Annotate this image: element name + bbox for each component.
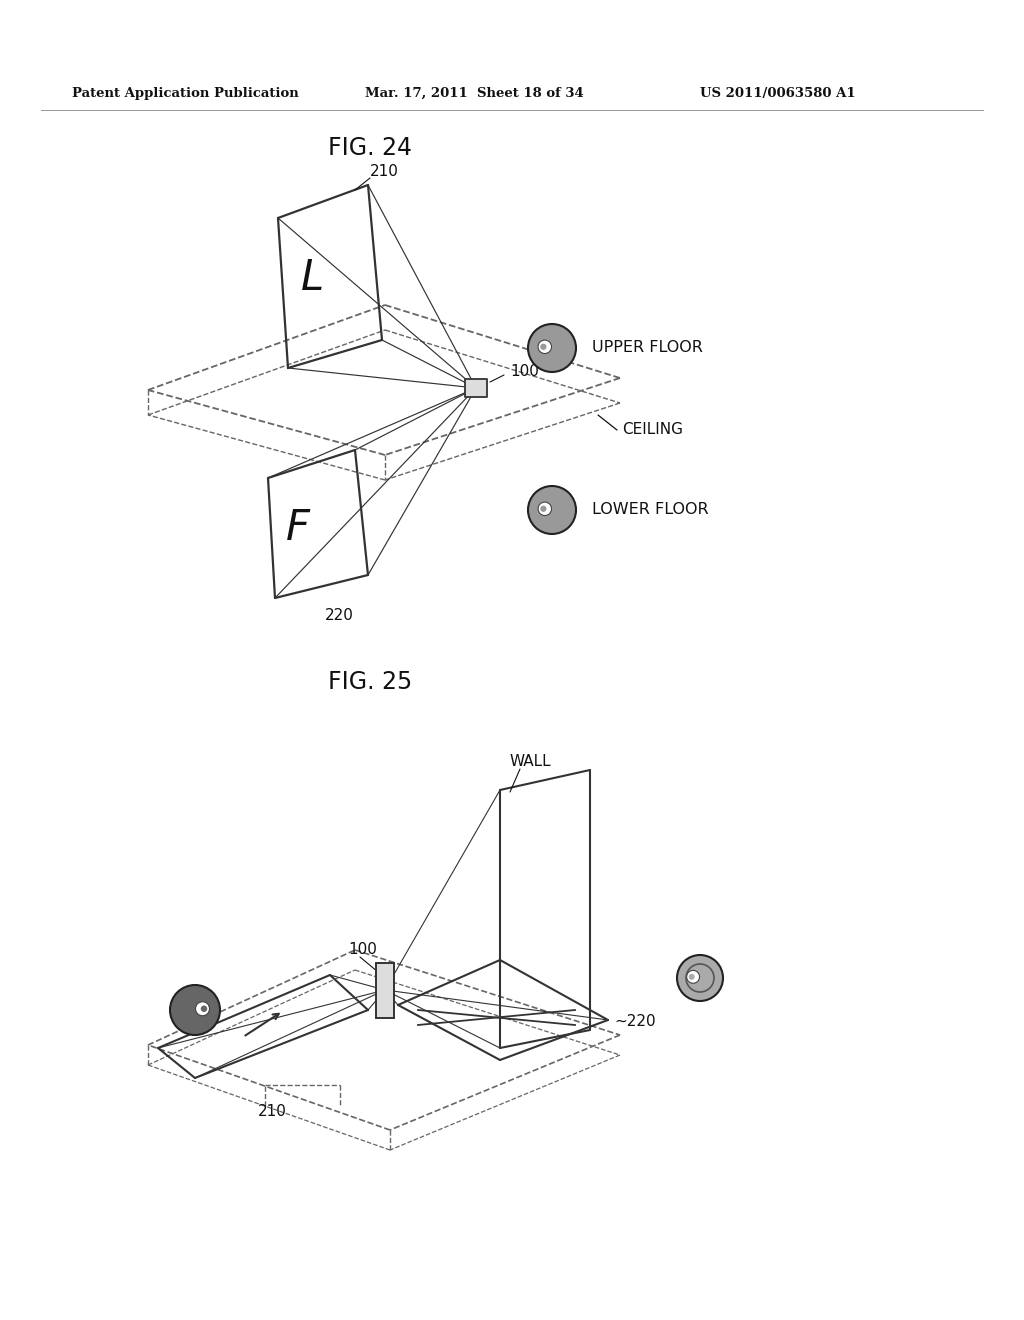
Text: FIG. 24: FIG. 24 [328, 136, 412, 160]
Text: US 2011/0063580 A1: US 2011/0063580 A1 [700, 87, 856, 99]
Bar [376, 964, 394, 1018]
Circle shape [528, 323, 575, 372]
Text: Patent Application Publication: Patent Application Publication [72, 87, 299, 99]
Circle shape [528, 486, 575, 535]
Text: F: F [286, 507, 310, 549]
Text: L: L [301, 257, 325, 300]
Circle shape [538, 341, 552, 354]
Text: 100: 100 [348, 942, 377, 957]
Circle shape [541, 343, 547, 350]
Text: Mar. 17, 2011  Sheet 18 of 34: Mar. 17, 2011 Sheet 18 of 34 [365, 87, 584, 99]
Circle shape [538, 502, 552, 516]
Text: 210: 210 [258, 1105, 287, 1119]
Circle shape [541, 506, 547, 512]
Text: 220: 220 [325, 607, 354, 623]
Circle shape [196, 1002, 210, 1016]
Text: ~220: ~220 [614, 1015, 655, 1030]
Text: CEILING: CEILING [622, 422, 683, 437]
Text: 210: 210 [370, 165, 399, 180]
Circle shape [201, 1006, 207, 1012]
Circle shape [170, 985, 220, 1035]
Circle shape [687, 970, 699, 983]
Circle shape [689, 974, 694, 979]
Text: WALL: WALL [510, 755, 552, 770]
Text: UPPER FLOOR: UPPER FLOOR [592, 341, 702, 355]
Text: FIG. 25: FIG. 25 [328, 671, 412, 694]
Circle shape [677, 954, 723, 1001]
Bar [465, 379, 487, 397]
Text: 100: 100 [510, 364, 539, 380]
Text: LOWER FLOOR: LOWER FLOOR [592, 503, 709, 517]
